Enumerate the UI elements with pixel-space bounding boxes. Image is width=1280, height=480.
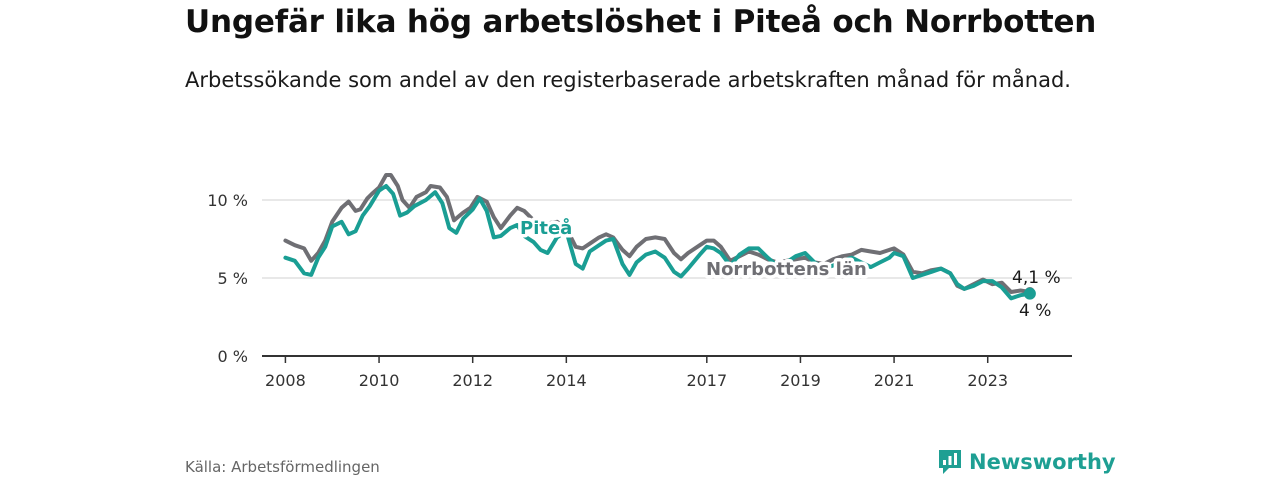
x-tick-label: 2008 xyxy=(265,371,306,390)
series-label-norrbotten-halo: Norrbottens län xyxy=(706,259,867,280)
newsworthy-logo-icon xyxy=(939,450,961,474)
x-tick-label: 2019 xyxy=(780,371,821,390)
x-tick-label: 2023 xyxy=(967,371,1008,390)
end-label-norrbotten: 4,1 % xyxy=(1012,268,1061,288)
x-tick-label: 2014 xyxy=(546,371,587,390)
x-tick-label: 2012 xyxy=(452,371,493,390)
x-tick-label: 2017 xyxy=(686,371,727,390)
y-tick-label: 5 % xyxy=(218,269,248,288)
brand-logo: Newsworthy xyxy=(937,448,1116,476)
y-tick-label: 0 % xyxy=(218,347,248,366)
end-point-pitea xyxy=(1023,287,1036,300)
series-line-pitea xyxy=(283,184,1032,301)
end-label-pitea: 4 % xyxy=(1019,301,1051,321)
series-line-norrbotten xyxy=(283,173,1032,294)
source-note: Källa: Arbetsförmedlingen xyxy=(185,458,380,476)
series-label-pitea: Piteå xyxy=(520,217,572,239)
series-label-pitea-halo: Piteå xyxy=(520,217,572,239)
x-tick-label: 2021 xyxy=(874,371,915,390)
chart-subtitle: Arbetssökande som andel av den registerb… xyxy=(185,68,1071,92)
chart-title: Ungefär lika hög arbetslöshet i Piteå oc… xyxy=(185,4,1097,40)
x-tick-label: 2010 xyxy=(359,371,400,390)
brand-name: Newsworthy xyxy=(969,450,1116,474)
y-tick-label: 10 % xyxy=(207,191,248,210)
series-label-norrbotten: Norrbottens län xyxy=(706,259,867,280)
